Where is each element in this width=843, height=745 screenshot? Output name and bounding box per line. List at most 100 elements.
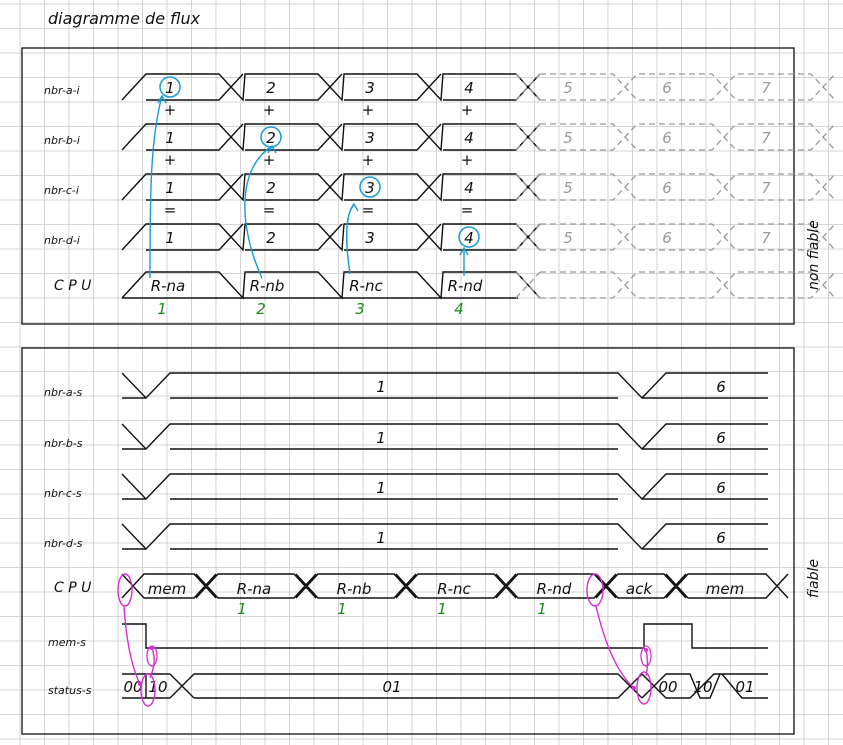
cpu-cycle-number: 1 bbox=[237, 600, 247, 618]
operator-symbol: + bbox=[164, 101, 177, 119]
bus-value: 1 bbox=[165, 129, 175, 147]
signal-label: nbr-d-i bbox=[44, 234, 80, 247]
bus-value: 6 bbox=[716, 529, 726, 547]
bus-ghost-value: 5 bbox=[563, 229, 573, 247]
mem-s-waveform bbox=[122, 623, 768, 649]
operator-symbol: + bbox=[164, 151, 177, 169]
bus-ghost-value: 7 bbox=[761, 179, 771, 197]
cpu-value: mem bbox=[706, 580, 744, 598]
blue-arrow bbox=[149, 95, 163, 279]
bus-value: 4 bbox=[464, 129, 474, 147]
cpu-cycle-number: 4 bbox=[454, 300, 464, 318]
operator-symbol: = bbox=[164, 201, 177, 219]
blue-arrow bbox=[345, 203, 355, 275]
top-panel-frame bbox=[21, 47, 795, 325]
bus-waveform bbox=[121, 123, 541, 152]
bus-waveform bbox=[121, 173, 541, 202]
bus-waveform-lower bbox=[146, 123, 541, 151]
magenta-arrow bbox=[595, 605, 635, 689]
blue-arrowhead bbox=[349, 202, 359, 212]
bus-value: 3 bbox=[365, 79, 375, 97]
bus-value: 4 bbox=[464, 179, 474, 197]
bus-waveform bbox=[121, 423, 768, 451]
top-panel-signals: nbr-a-i 1 2 3 4 5 6 7 nbr-b-i 1 2 3 4 5 6 7 nbr-c-i 1 2 3 4 5… bbox=[44, 73, 836, 318]
signal-label: nbr-a-s bbox=[44, 386, 83, 399]
bus-ghost-value: 6 bbox=[662, 229, 672, 247]
bus-value: 1 bbox=[376, 479, 386, 497]
operator-symbol: + bbox=[461, 151, 474, 169]
mem-s-label: mem-s bbox=[48, 636, 86, 649]
bus-value: 2 bbox=[266, 179, 276, 197]
bus-value: 3 bbox=[365, 129, 375, 147]
circled-value-marker bbox=[159, 76, 181, 98]
bus-value: 4 bbox=[464, 229, 474, 247]
bus-ghost-value: 7 bbox=[761, 129, 771, 147]
magenta-circle bbox=[140, 673, 156, 707]
top-side-label: non fiable bbox=[806, 220, 822, 290]
bus-value: 1 bbox=[165, 179, 175, 197]
status-value: 01 bbox=[735, 678, 754, 696]
bus-waveform-lower bbox=[146, 173, 541, 201]
bus-waveform bbox=[121, 73, 541, 102]
bus-value: 6 bbox=[716, 479, 726, 497]
bus-value: 3 bbox=[365, 229, 375, 247]
signal-label: nbr-b-i bbox=[44, 134, 80, 147]
magenta-arrow bbox=[645, 649, 649, 677]
cpu-cycle-number: 1 bbox=[437, 600, 447, 618]
cpu-value: ack bbox=[626, 580, 653, 598]
signal-label: nbr-d-s bbox=[44, 537, 83, 550]
status-value: 00 bbox=[658, 678, 677, 696]
bus-waveform-lower bbox=[146, 223, 541, 251]
bus-value: 1 bbox=[165, 229, 175, 247]
magenta-circle bbox=[117, 573, 133, 607]
signal-label: nbr-c-s bbox=[44, 487, 82, 500]
signal-label: nbr-a-i bbox=[44, 84, 80, 97]
operator-symbol: = bbox=[461, 201, 474, 219]
magenta-circle bbox=[636, 671, 652, 705]
bus-waveform-ghost bbox=[515, 223, 836, 251]
signal-label: nbr-c-i bbox=[44, 184, 79, 197]
cpu-cycle-number: 1 bbox=[157, 300, 167, 318]
magenta-circle bbox=[586, 573, 604, 607]
bus-ghost-value: 5 bbox=[563, 79, 573, 97]
bus-value: 1 bbox=[376, 529, 386, 547]
status-value: 00 bbox=[123, 678, 142, 696]
blue-arrow bbox=[244, 145, 273, 279]
cpu-cycle-number: 2 bbox=[256, 300, 266, 318]
circled-value-marker bbox=[359, 176, 381, 198]
bus-waveform bbox=[121, 473, 768, 501]
bus-ghost-value: 6 bbox=[662, 129, 672, 147]
bus-value: 6 bbox=[716, 378, 726, 396]
cpu-value: R-nc bbox=[437, 580, 471, 598]
bus-value: 6 bbox=[716, 429, 726, 447]
blue-arrowhead bbox=[157, 94, 167, 104]
status-s-waveform bbox=[122, 673, 768, 699]
cpu-value: R-nb bbox=[250, 277, 285, 295]
bus-value: 3 bbox=[365, 179, 375, 197]
operator-symbol: + bbox=[362, 101, 375, 119]
operator-symbol: + bbox=[263, 151, 276, 169]
cpu-value: R-na bbox=[151, 277, 186, 295]
status-value: 01 bbox=[382, 678, 401, 696]
bus-value: 2 bbox=[266, 129, 276, 147]
magenta-arrowhead bbox=[644, 648, 648, 652]
cpu-cycle-number: 1 bbox=[337, 600, 347, 618]
cpu-value: R-na bbox=[237, 580, 272, 598]
status-s-label: status-s bbox=[48, 684, 92, 697]
bus-ghost-value: 6 bbox=[662, 79, 672, 97]
cpu-label: C P U bbox=[54, 278, 91, 294]
cpu-value: mem bbox=[148, 580, 186, 598]
magenta-arrow bbox=[149, 647, 155, 679]
circled-value-marker bbox=[458, 226, 480, 248]
bus-ghost-value: 7 bbox=[761, 79, 771, 97]
magenta-arrowhead bbox=[150, 646, 154, 650]
status-value: 10 bbox=[693, 678, 712, 696]
operator-symbol: = bbox=[263, 201, 276, 219]
bus-waveform bbox=[121, 523, 768, 551]
bus-ghost-value: 5 bbox=[563, 179, 573, 197]
bus-waveform bbox=[121, 372, 768, 400]
bus-ghost-value: 6 bbox=[662, 179, 672, 197]
operator-symbol: + bbox=[461, 101, 474, 119]
bus-ghost-value: 5 bbox=[563, 129, 573, 147]
